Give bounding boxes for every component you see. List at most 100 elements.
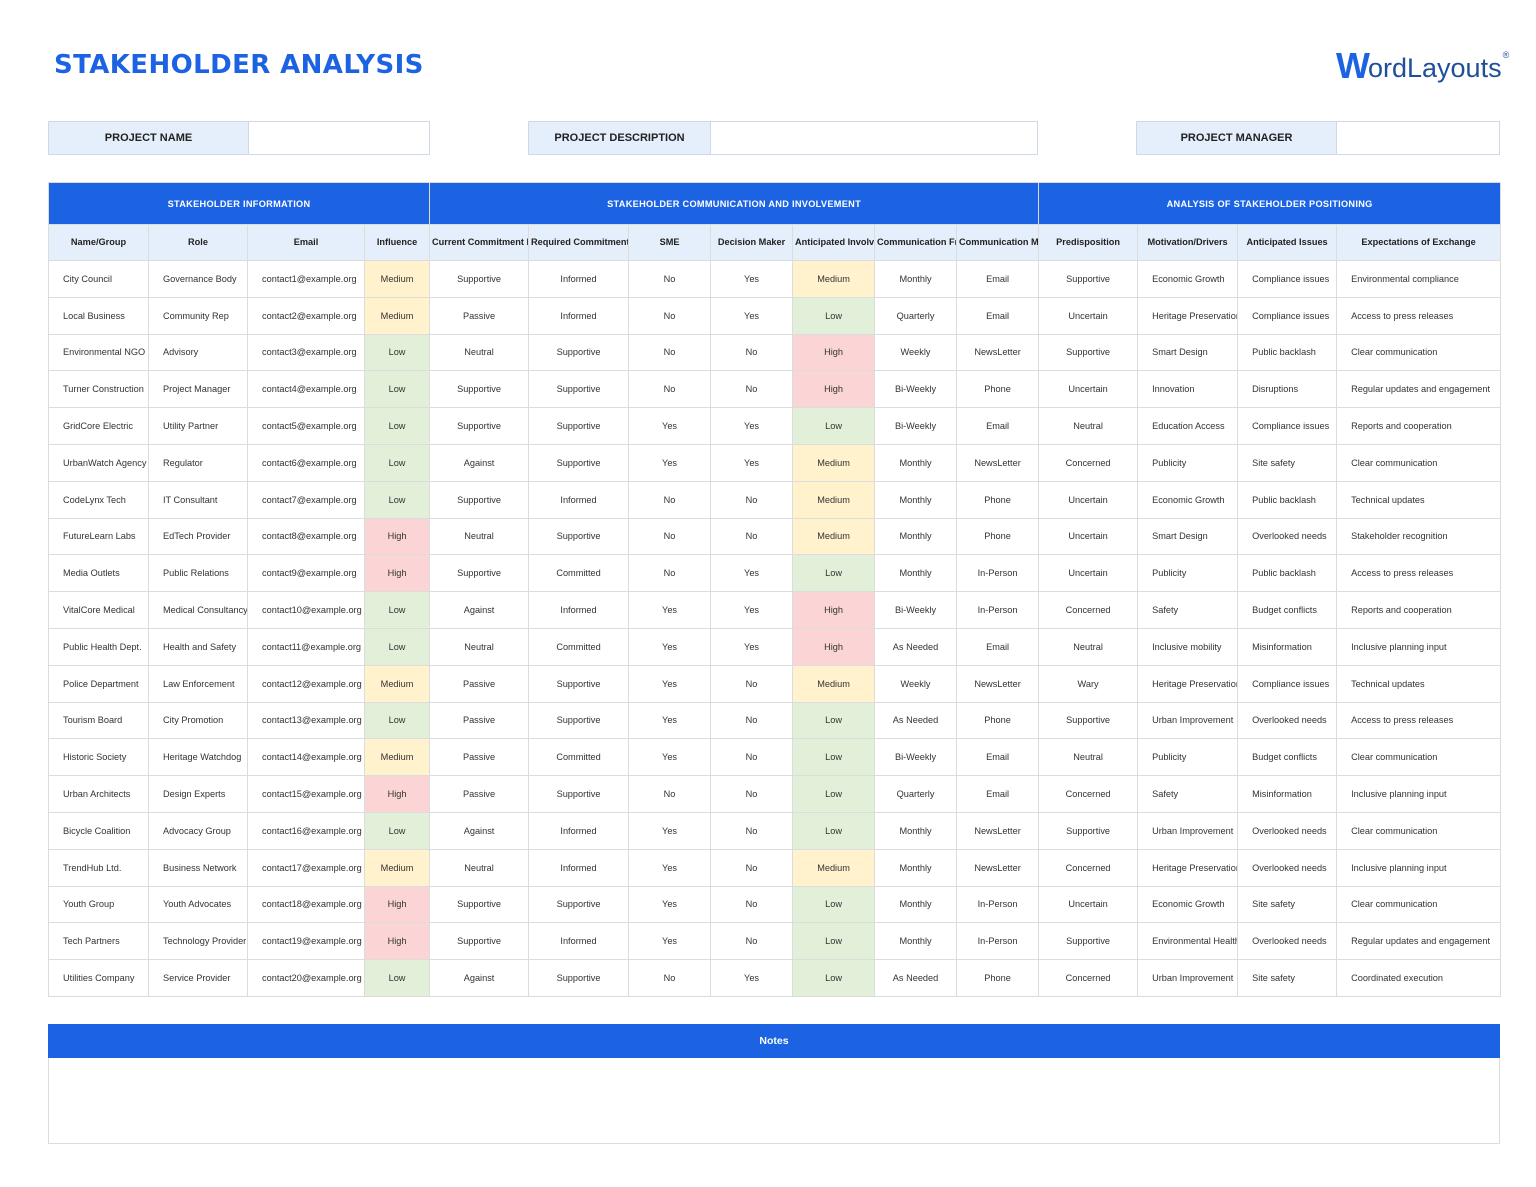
table-cell[interactable]: Supportive	[429, 922, 530, 961]
table-cell[interactable]: Overlooked needs	[1237, 701, 1338, 740]
table-cell[interactable]: Reports and cooperation	[1336, 407, 1502, 445]
table-cell[interactable]: Smart Design	[1137, 333, 1239, 372]
table-cell[interactable]: Yes	[628, 811, 712, 850]
table-cell[interactable]: Supportive	[429, 885, 530, 924]
table-cell[interactable]: Youth Advocates	[148, 885, 248, 924]
table-cell[interactable]: Safety	[1137, 775, 1239, 813]
table-cell[interactable]: contact11@example.org	[247, 627, 365, 666]
table-cell[interactable]: Inclusive planning input	[1336, 848, 1502, 887]
table-cell[interactable]: Local Business	[48, 296, 149, 335]
table-cell[interactable]: Compliance issues	[1237, 260, 1338, 298]
table-cell[interactable]: Weekly	[874, 664, 958, 703]
table-cell[interactable]: Technology Provider	[148, 922, 248, 961]
table-cell[interactable]: Yes	[710, 554, 794, 593]
table-cell[interactable]: Tourism Board	[48, 701, 149, 740]
table-cell[interactable]: Concerned	[1038, 959, 1139, 997]
table-cell[interactable]: Committed	[528, 738, 630, 777]
table-cell[interactable]: No	[628, 296, 712, 335]
table-cell[interactable]: Uncertain	[1038, 885, 1139, 924]
table-cell[interactable]: Heritage Preservation	[1137, 664, 1239, 703]
table-cell[interactable]: IT Consultant	[148, 480, 248, 519]
table-cell[interactable]: Economic Growth	[1137, 260, 1239, 298]
table-cell[interactable]: Advisory	[148, 333, 248, 372]
table-cell[interactable]: City Promotion	[148, 701, 248, 740]
table-cell[interactable]: Monthly	[874, 443, 958, 482]
table-cell[interactable]: Access to press releases	[1336, 554, 1502, 593]
table-cell[interactable]: contact3@example.org	[247, 333, 365, 372]
table-cell[interactable]: NewsLetter	[956, 811, 1040, 850]
project-manager-field[interactable]	[1336, 122, 1499, 154]
table-cell[interactable]: Phone	[956, 959, 1040, 997]
table-cell[interactable]: Against	[429, 959, 530, 997]
table-cell[interactable]: contact14@example.org	[247, 738, 365, 777]
table-cell[interactable]: Yes	[628, 848, 712, 887]
table-cell[interactable]: No	[710, 922, 794, 961]
table-cell[interactable]: Innovation	[1137, 370, 1239, 409]
table-cell[interactable]: Low	[363, 701, 431, 740]
table-cell[interactable]: Heritage Watchdog	[148, 738, 248, 777]
table-cell[interactable]: Environmental NGO	[48, 333, 149, 372]
table-cell[interactable]: NewsLetter	[956, 443, 1040, 482]
table-cell[interactable]: Passive	[429, 738, 530, 777]
table-cell[interactable]: Against	[429, 811, 530, 850]
table-cell[interactable]: Regular updates and engagement	[1336, 922, 1502, 961]
table-cell[interactable]: In-Person	[956, 591, 1040, 629]
table-cell[interactable]: Low	[792, 959, 876, 997]
table-cell[interactable]: Overlooked needs	[1237, 517, 1338, 556]
table-cell[interactable]: NewsLetter	[956, 333, 1040, 372]
table-cell[interactable]: Health and Safety	[148, 627, 248, 666]
table-cell[interactable]: Access to press releases	[1336, 296, 1502, 335]
table-cell[interactable]: As Needed	[874, 627, 958, 666]
table-cell[interactable]: Urban Architects	[48, 775, 149, 813]
table-cell[interactable]: No	[628, 554, 712, 593]
table-cell[interactable]: Publicity	[1137, 554, 1239, 593]
table-cell[interactable]: Passive	[429, 701, 530, 740]
table-cell[interactable]: Medium	[363, 296, 431, 335]
table-cell[interactable]: contact1@example.org	[247, 260, 365, 298]
table-cell[interactable]: Budget conflicts	[1237, 591, 1338, 629]
table-cell[interactable]: Low	[792, 296, 876, 335]
table-cell[interactable]: Low	[792, 775, 876, 813]
table-cell[interactable]: Informed	[528, 922, 630, 961]
table-cell[interactable]: No	[710, 811, 794, 850]
table-cell[interactable]: Environmental compliance	[1336, 260, 1502, 298]
table-cell[interactable]: Bi-Weekly	[874, 370, 958, 409]
table-cell[interactable]: Urban Improvement	[1137, 811, 1239, 850]
table-cell[interactable]: Low	[792, 738, 876, 777]
table-cell[interactable]: Concerned	[1038, 775, 1139, 813]
table-cell[interactable]: Medical Consultancy	[148, 591, 248, 629]
table-cell[interactable]: Heritage Preservation	[1137, 848, 1239, 887]
table-cell[interactable]: Public backlash	[1237, 333, 1338, 372]
table-cell[interactable]: Monthly	[874, 554, 958, 593]
table-cell[interactable]: Yes	[628, 664, 712, 703]
table-cell[interactable]: Publicity	[1137, 738, 1239, 777]
table-cell[interactable]: Low	[363, 811, 431, 850]
table-cell[interactable]: Governance Body	[148, 260, 248, 298]
table-cell[interactable]: No	[710, 333, 794, 372]
table-cell[interactable]: Medium	[792, 260, 876, 298]
table-cell[interactable]: Monthly	[874, 885, 958, 924]
table-cell[interactable]: Informed	[528, 296, 630, 335]
table-cell[interactable]: Neutral	[429, 627, 530, 666]
table-cell[interactable]: Stakeholder recognition	[1336, 517, 1502, 556]
table-cell[interactable]: Passive	[429, 664, 530, 703]
table-cell[interactable]: Clear communication	[1336, 333, 1502, 372]
table-cell[interactable]: Education Access	[1137, 407, 1239, 445]
table-cell[interactable]: Informed	[528, 848, 630, 887]
table-cell[interactable]: High	[792, 627, 876, 666]
table-cell[interactable]: VitalCore Medical	[48, 591, 149, 629]
table-cell[interactable]: Informed	[528, 591, 630, 629]
table-cell[interactable]: Yes	[710, 260, 794, 298]
table-cell[interactable]: Design Experts	[148, 775, 248, 813]
table-cell[interactable]: Misinformation	[1237, 627, 1338, 666]
table-cell[interactable]: High	[363, 554, 431, 593]
table-cell[interactable]: High	[792, 333, 876, 372]
table-cell[interactable]: In-Person	[956, 885, 1040, 924]
table-cell[interactable]: contact9@example.org	[247, 554, 365, 593]
table-cell[interactable]: Service Provider	[148, 959, 248, 997]
table-cell[interactable]: Email	[956, 627, 1040, 666]
table-cell[interactable]: Medium	[363, 738, 431, 777]
table-cell[interactable]: contact12@example.org	[247, 664, 365, 703]
table-cell[interactable]: Informed	[528, 480, 630, 519]
table-cell[interactable]: Email	[956, 775, 1040, 813]
